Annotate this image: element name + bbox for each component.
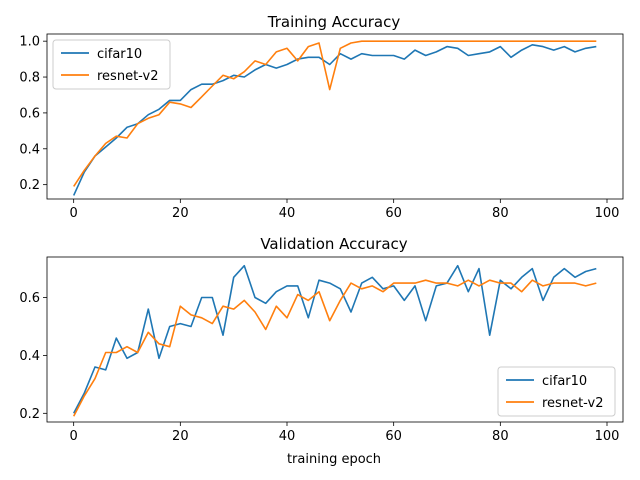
y-axis: 0.2 0.4 0.6 xyxy=(19,291,47,422)
x-tick-label: 40 xyxy=(279,429,296,444)
x-axis-label: training epoch xyxy=(287,452,381,467)
x-tick-label: 100 xyxy=(595,206,620,221)
legend: cifar10 resnet-v2 xyxy=(497,366,616,417)
x-tick-label: 40 xyxy=(279,206,296,221)
x-tick-label: 0 xyxy=(70,429,78,444)
y-tick-label: 0.2 xyxy=(19,407,40,422)
series-line-cifar10 xyxy=(72,43,597,196)
y-tick-label: 0.6 xyxy=(19,291,40,306)
x-tick-label: 60 xyxy=(385,429,402,444)
y-tick-label: 0.4 xyxy=(19,349,40,364)
validation-accuracy-plot: Validation Accuracy 0 20 40 60 80 100 0.20.40… xyxy=(19,235,624,467)
x-tick-label: 100 xyxy=(595,429,620,444)
x-tick-label: 80 xyxy=(492,206,509,221)
y-tick-label: 0.6 xyxy=(19,106,40,121)
y-tick-label: 0.2 xyxy=(19,178,40,193)
training-accuracy-plot: Training Accuracy 0 20 40 60 80 100 0.2 0.4 0.6… xyxy=(19,13,624,221)
x-tick-label: 20 xyxy=(172,429,189,444)
legend: cifar10 resnet-v2 xyxy=(52,39,171,90)
y-tick-label: 0.8 xyxy=(19,71,40,86)
series-layer xyxy=(72,264,597,417)
x-axis: 0 20 40 60 80 100 xyxy=(70,422,620,444)
y-axis: 0.2 0.4 0.6 0.8 1.0 xyxy=(19,35,47,193)
x-tick-label: 0 xyxy=(70,206,78,221)
y-tick-label: 0.4 xyxy=(19,142,40,157)
legend-label-cifar10: cifar10 xyxy=(542,374,587,389)
legend-label-resnet-v2: resnet-v2 xyxy=(542,396,603,411)
series-line-resnet-v2 xyxy=(73,40,597,187)
chart-title: Validation Accuracy xyxy=(260,235,407,253)
series-line-cifar10 xyxy=(72,264,597,414)
y-tick-label: 1.0 xyxy=(19,35,40,50)
axes-frame xyxy=(46,256,624,423)
x-tick-label: 20 xyxy=(172,206,189,221)
legend-label-cifar10: cifar10 xyxy=(97,47,142,62)
chart-title: Training Accuracy xyxy=(267,13,401,31)
x-tick-label: 80 xyxy=(492,429,509,444)
axes-frame xyxy=(46,33,624,200)
x-axis: 0 20 40 60 80 100 xyxy=(70,199,620,221)
series-line-resnet-v2 xyxy=(72,279,597,417)
series-layer xyxy=(72,40,597,196)
legend-label-resnet-v2: resnet-v2 xyxy=(97,69,158,84)
x-tick-label: 60 xyxy=(385,206,402,221)
